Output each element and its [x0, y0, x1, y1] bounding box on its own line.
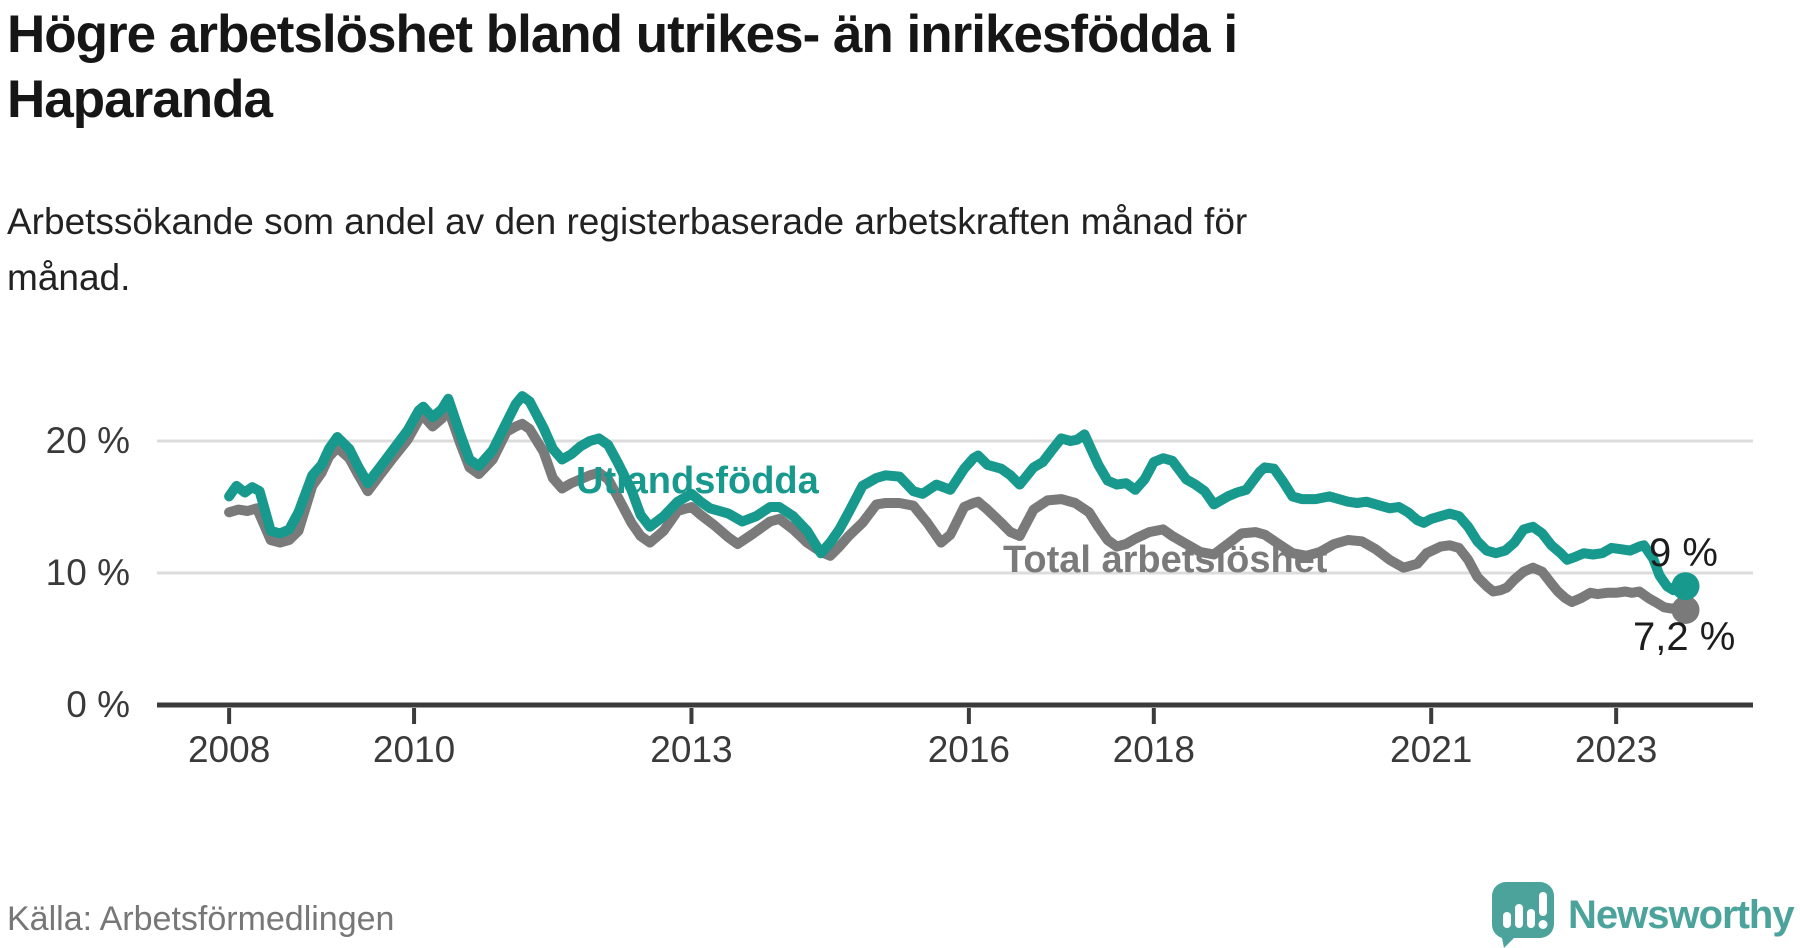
- page-title: Högre arbetslöshet bland utrikes- än inr…: [7, 5, 1238, 130]
- chart-subtitle: Arbetssökande som andel av den registerb…: [7, 201, 1248, 298]
- x-tick-label: 2021: [1390, 729, 1473, 770]
- series-end-dot: [1671, 572, 1700, 601]
- x-tick-label: 2010: [372, 729, 456, 770]
- y-tick-label: 10 %: [45, 552, 130, 593]
- x-tick-label: 2013: [650, 729, 733, 770]
- end-value-label-utlandsfodda: 9 %: [1649, 531, 1718, 575]
- y-tick-label: 0 %: [66, 684, 130, 725]
- series-label-utlandsfodda: Utlandsfödda: [576, 460, 819, 502]
- x-tick-label: 2018: [1112, 729, 1195, 770]
- x-tick-label: 2016: [927, 729, 1011, 770]
- y-tick-label: 20 %: [45, 420, 130, 461]
- brand-wordmark: Newsworthy: [1568, 893, 1795, 937]
- x-tick-label: 2008: [187, 729, 271, 770]
- newsworthy-logo-icon: [1492, 882, 1554, 948]
- series-label-total-arbetsloshet: Total arbetslöshet: [1003, 539, 1328, 581]
- branding: Newsworthy: [1492, 882, 1795, 948]
- end-value-label-total: 7,2 %: [1633, 615, 1736, 659]
- series-line-total: [224, 404, 1691, 615]
- series-end-dot: [1671, 595, 1700, 624]
- series-line-utlandsfodda: [224, 391, 1691, 596]
- source-note: Källa: Arbetsförmedlingen: [7, 900, 395, 938]
- x-tick-label: 2023: [1574, 729, 1658, 770]
